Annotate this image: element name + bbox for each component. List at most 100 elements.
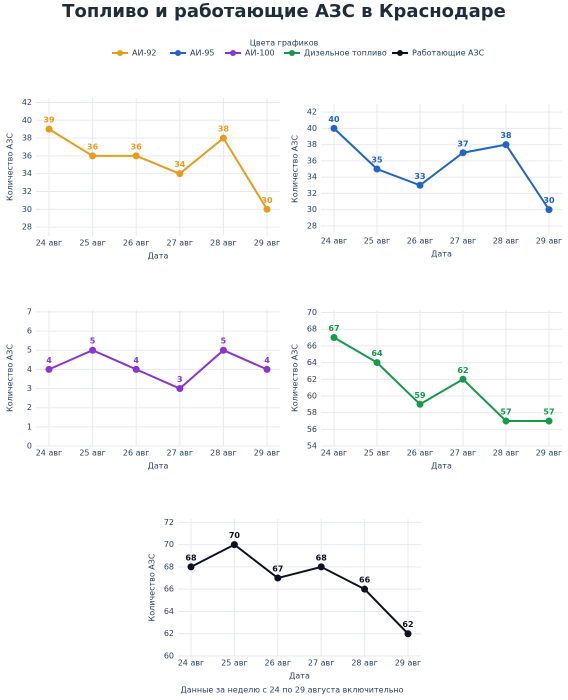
x-tick-label: 29 авг: [254, 239, 281, 248]
y-tick-label: 68: [307, 325, 317, 334]
x-tick-label: 28 авг: [493, 237, 520, 246]
legend-marker: [397, 50, 403, 56]
data-label: 4: [46, 356, 52, 365]
data-label: 35: [371, 156, 383, 165]
y-tick-label: 54: [307, 442, 317, 451]
data-point: [219, 346, 227, 354]
x-tick-label: 27 авг: [167, 449, 194, 458]
data-point: [89, 346, 97, 354]
x-tick-label: 28 авг: [351, 659, 378, 668]
data-point: [502, 141, 510, 149]
data-point: [187, 563, 195, 571]
y-tick-label: 32: [307, 189, 317, 198]
data-label: 68: [316, 553, 328, 562]
data-point: [274, 574, 282, 582]
y-axis-label: Количество АЗС: [6, 344, 15, 412]
data-label: 36: [131, 142, 143, 151]
x-tick-label: 28 авг: [210, 449, 237, 458]
x-tick-label: 27 авг: [308, 659, 335, 668]
y-tick-label: 2: [27, 403, 32, 412]
x-tick-label: 24 авг: [178, 659, 205, 668]
x-tick-label: 26 авг: [265, 659, 292, 668]
y-tick-label: 7: [27, 307, 32, 316]
data-label: 34: [174, 160, 186, 169]
data-label: 68: [185, 553, 197, 562]
data-point: [132, 152, 140, 160]
x-tick-label: 28 авг: [210, 239, 237, 248]
x-tick-label: 26 авг: [123, 239, 150, 248]
y-tick-label: 60: [164, 652, 174, 661]
y-tick-label: 28: [307, 221, 317, 230]
data-point: [459, 375, 467, 383]
legend-marker: [117, 50, 123, 56]
data-label: 3: [177, 375, 183, 384]
data-point: [404, 630, 412, 638]
data-point: [459, 149, 467, 157]
data-label: 36: [87, 142, 99, 151]
y-tick-label: 40: [307, 124, 317, 133]
x-tick-label: 29 авг: [395, 659, 422, 668]
legend-marker: [289, 50, 295, 56]
x-tick-label: 27 авг: [167, 239, 194, 248]
y-axis-label: Количество АЗС: [291, 344, 300, 412]
data-label: 37: [457, 139, 468, 148]
y-tick-label: 36: [307, 156, 317, 165]
data-point: [545, 206, 553, 214]
data-point: [132, 365, 140, 373]
x-tick-label: 26 авг: [407, 237, 434, 246]
series-line: [333, 336, 549, 422]
y-tick-label: 62: [307, 375, 317, 384]
data-point: [502, 417, 510, 425]
data-label: 67: [272, 565, 283, 574]
x-tick-label: 24 авг: [36, 239, 63, 248]
x-tick-label: 24 авг: [321, 237, 348, 246]
x-tick-label: 24 авг: [321, 449, 348, 458]
y-tick-label: 30: [22, 205, 32, 214]
y-tick-label: 60: [307, 391, 317, 400]
data-label: 70: [229, 531, 241, 540]
y-axis-label: Количество АЗС: [6, 133, 15, 201]
legend-label: АИ-92: [132, 49, 157, 58]
x-tick-label: 26 авг: [407, 449, 434, 458]
y-tick-label: 42: [22, 98, 32, 107]
data-label: 64: [371, 349, 383, 358]
y-tick-label: 68: [164, 562, 174, 571]
y-tick-label: 28: [22, 223, 32, 232]
y-tick-label: 1: [27, 422, 32, 431]
data-point: [373, 359, 381, 367]
legend-marker: [175, 50, 181, 56]
x-tick-label: 25 авг: [79, 449, 106, 458]
data-point: [89, 152, 97, 160]
y-axis-label: Количество АЗС: [291, 135, 300, 203]
series-line: [333, 127, 550, 211]
footnote: Данные за неделю с 24 по 29 августа вклю…: [180, 686, 403, 695]
y-tick-label: 70: [164, 540, 174, 549]
series-line: [48, 128, 268, 210]
data-label: 5: [221, 337, 227, 346]
x-tick-label: 25 авг: [221, 659, 248, 668]
x-tick-label: 26 авг: [123, 449, 150, 458]
x-axis-label: Дата: [148, 462, 169, 471]
data-point: [330, 124, 338, 132]
data-label: 67: [328, 324, 339, 333]
y-tick-label: 56: [307, 425, 317, 434]
y-tick-label: 66: [307, 341, 317, 350]
x-tick-label: 29 авг: [536, 237, 563, 246]
y-tick-label: 32: [22, 187, 32, 196]
chart-title: Топливо и работающие АЗС в Краснодаре: [62, 1, 506, 22]
y-tick-label: 34: [307, 173, 317, 182]
y-axis-label: Количество АЗС: [148, 553, 157, 621]
x-tick-label: 28 авг: [493, 449, 520, 458]
y-tick-label: 36: [22, 151, 32, 160]
x-tick-label: 27 авг: [450, 237, 477, 246]
data-point: [230, 541, 238, 549]
data-label: 57: [543, 407, 554, 416]
y-tick-label: 38: [22, 134, 32, 143]
data-point: [176, 170, 184, 178]
series-line: [190, 543, 409, 635]
data-point: [361, 585, 369, 593]
y-tick-label: 64: [307, 358, 317, 367]
data-label: 4: [264, 356, 270, 365]
